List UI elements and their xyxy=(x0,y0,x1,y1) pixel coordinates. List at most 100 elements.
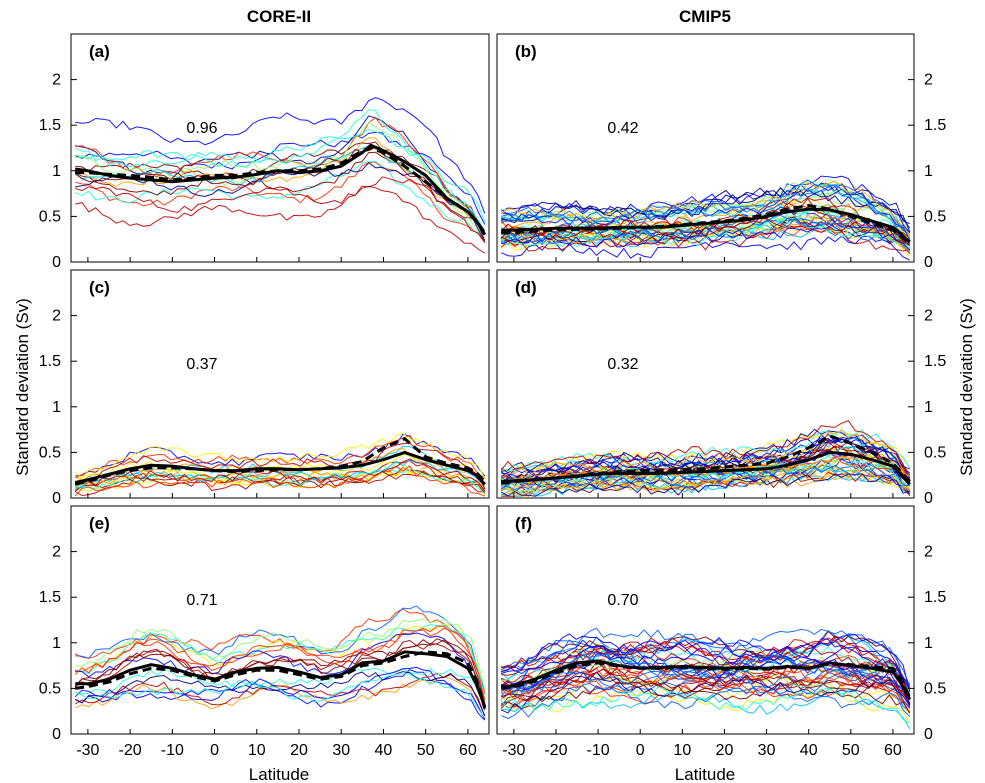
ensemble-line xyxy=(500,419,911,476)
ensemble-line xyxy=(75,97,486,214)
ensemble-line xyxy=(501,214,911,244)
ensemble-line xyxy=(501,214,911,247)
ensemble-members xyxy=(74,432,486,497)
y-tick-label: 1 xyxy=(924,163,933,180)
ensemble-line xyxy=(501,183,911,244)
dashed-mean-line xyxy=(74,436,486,486)
solid-mean-line xyxy=(75,650,487,708)
y-tick-label: 1 xyxy=(924,635,933,652)
ensemble-line xyxy=(501,686,911,730)
y-tick-label: 0 xyxy=(52,490,61,507)
ensemble-members xyxy=(500,175,911,261)
y-tick-label: 1.5 xyxy=(924,117,946,134)
ensemble-line xyxy=(500,464,910,492)
panel-label: (a) xyxy=(89,42,110,61)
ensemble-line xyxy=(501,633,911,692)
ensemble-line xyxy=(501,184,911,241)
x-tick-label: 20 xyxy=(716,742,734,759)
ensemble-line xyxy=(500,661,911,707)
x-tick-label: -10 xyxy=(587,742,610,759)
ensemble-line xyxy=(75,185,486,254)
ensemble-line xyxy=(74,623,486,700)
y-tick-label: 1 xyxy=(52,163,61,180)
ensemble-line xyxy=(74,453,485,485)
ensemble-line xyxy=(501,437,911,481)
panel-label: (f) xyxy=(515,514,532,533)
ensemble-members xyxy=(500,627,911,730)
ensemble-line xyxy=(75,618,486,691)
panel-c: 0 0.5 1 1.5 2 (c) 0.37 xyxy=(39,269,490,507)
ensemble-line xyxy=(75,141,486,235)
ensemble-line xyxy=(500,175,911,229)
panel-frame xyxy=(70,269,490,499)
ensemble-line xyxy=(74,639,486,704)
panel-frame xyxy=(496,33,915,263)
ensemble-line xyxy=(500,656,911,704)
ensemble-line xyxy=(501,454,911,485)
y-tick-label: 2 xyxy=(924,72,933,89)
ensemble-line xyxy=(501,679,911,714)
x-tick-label: 10 xyxy=(248,742,266,759)
ensemble-line xyxy=(500,675,911,715)
y-tick-label: 2 xyxy=(924,308,933,325)
panel-frame xyxy=(70,505,490,735)
ensemble-line xyxy=(500,429,911,483)
ensemble-line xyxy=(500,663,911,708)
y-tick-label: 0 xyxy=(924,490,933,507)
solid-mean-line xyxy=(74,143,487,236)
panel-d: 0 0.5 1 1.5 2 (d) 0.32 xyxy=(496,269,946,507)
panel-label: (d) xyxy=(515,278,537,297)
correlation-value: 0.37 xyxy=(186,356,217,373)
ensemble-line xyxy=(75,161,486,244)
column-title-core: CORE-II xyxy=(247,7,311,26)
x-tick-label: -30 xyxy=(76,742,99,759)
y-tick-label: 0 xyxy=(924,254,933,271)
y-tick-label: 1.5 xyxy=(39,353,61,370)
ensemble-line xyxy=(500,473,910,497)
ensemble-line xyxy=(500,225,910,252)
ensemble-line xyxy=(501,635,911,685)
dashed-mean-line xyxy=(74,650,487,709)
x-tick-label: 10 xyxy=(673,742,691,759)
ensemble-line xyxy=(501,468,911,496)
y-tick-label: 2 xyxy=(52,544,61,561)
panel-b: 0 0.5 1 1.5 2 (b) 0.42 xyxy=(496,33,946,271)
correlation-value: 0.32 xyxy=(607,356,638,373)
x-tick-label: -20 xyxy=(544,742,567,759)
y-tick-label: 1 xyxy=(52,635,61,652)
y-axis-label-right: Standard deviation (Sv) xyxy=(957,298,976,476)
y-tick-label: 0 xyxy=(924,726,933,743)
ensemble-line xyxy=(75,121,486,243)
panel-frame xyxy=(496,505,915,735)
y-tick-label: 0.5 xyxy=(39,444,61,461)
dashed-mean-line xyxy=(500,661,912,699)
y-tick-label: 1 xyxy=(52,399,61,416)
ensemble-line xyxy=(500,201,911,237)
ensemble-line xyxy=(74,434,486,479)
ensemble-line xyxy=(500,686,911,724)
ensemble-line xyxy=(500,639,911,697)
correlation-value: 0.96 xyxy=(186,120,217,137)
ensemble-line xyxy=(501,627,911,687)
x-axis-label-right: Latitude xyxy=(675,765,736,783)
x-tick-label: 30 xyxy=(332,742,350,759)
y-tick-label: 0.5 xyxy=(924,680,946,697)
ensemble-line xyxy=(501,428,910,473)
correlation-value: 0.42 xyxy=(607,120,638,137)
ensemble-line xyxy=(74,638,486,707)
y-tick-label: 0.5 xyxy=(924,208,946,225)
panel-group: 0 0.5 1 1.5 2 (a) 0.96 0 0.5 1 1.5 2 (b) 0.42 0 0.5 1 1.5… xyxy=(39,33,946,759)
ensemble-line xyxy=(74,608,486,695)
ensemble-line xyxy=(75,458,486,492)
y-tick-label: 0.5 xyxy=(39,680,61,697)
ensemble-line xyxy=(500,680,911,713)
panel-f: 0 0.5 1 1.5 2 -30 -20 -10 0 10 20 30 40 50 60 (f) 0.70 xyxy=(496,505,946,759)
x-tick-label: 0 xyxy=(210,742,219,759)
x-tick-label: 20 xyxy=(290,742,308,759)
dashed-mean-line xyxy=(501,203,911,245)
ensemble-line xyxy=(75,673,486,718)
ensemble-line xyxy=(75,176,486,243)
panel-a: 0 0.5 1 1.5 2 (a) 0.96 xyxy=(39,33,490,271)
ensemble-line xyxy=(74,160,486,239)
ensemble-line xyxy=(500,185,911,235)
